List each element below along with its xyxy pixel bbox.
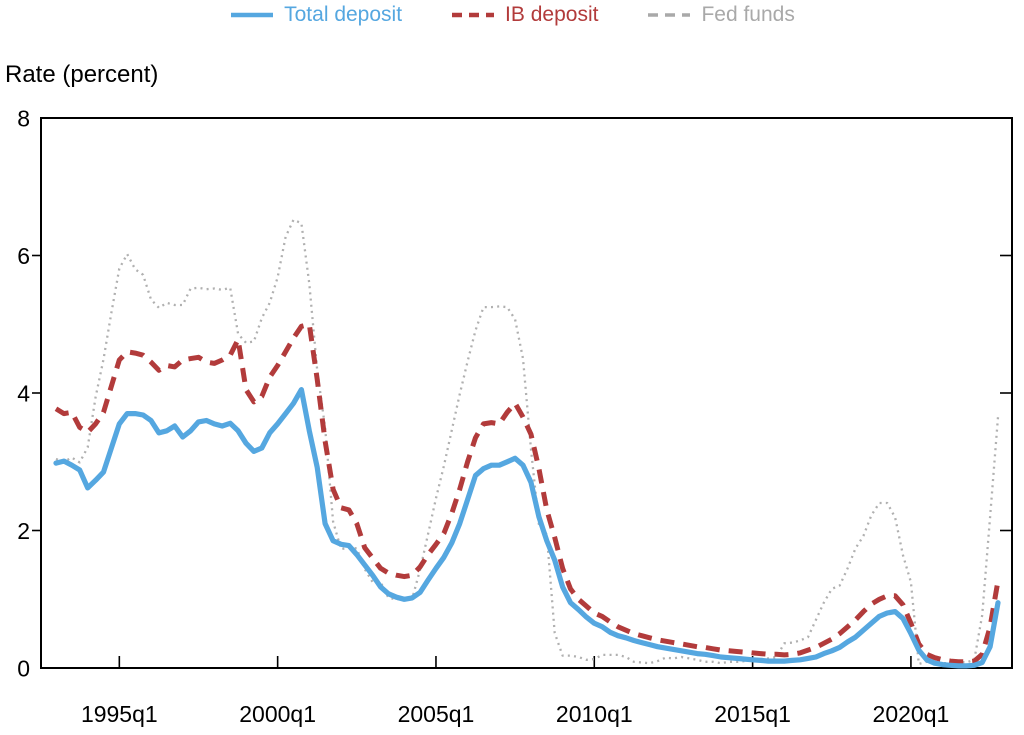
x-tick-label: 2020q1 [873, 701, 950, 727]
series-line-ib-deposit [54, 321, 1001, 665]
series-line-total-deposit [53, 387, 1001, 669]
x-tick-label: 2015q1 [714, 701, 791, 727]
legend-label-ib-deposit: IB deposit [505, 3, 599, 26]
y-tick-label: 4 [17, 380, 30, 406]
y-tick-label: 2 [17, 518, 30, 544]
y-tick-label: 8 [17, 105, 30, 131]
chart-legend: Total deposit IB deposit Fed funds [0, 3, 1024, 27]
legend-swatch-solid-line-icon [231, 12, 274, 18]
series-line-fed-funds [55, 218, 1000, 666]
legend-item-total-deposit: Total deposit [229, 3, 402, 27]
y-axis-title: Rate (percent) [5, 61, 159, 88]
x-tick-label: 1995q1 [81, 701, 158, 727]
legend-label-total-deposit: Total deposit [284, 3, 403, 26]
legend-item-ib-deposit: IB deposit [450, 3, 598, 27]
y-tick-label: 6 [17, 243, 30, 269]
legend-item-fed-funds: Fed funds [646, 3, 795, 27]
x-tick-label: 2010q1 [556, 701, 633, 727]
legend-swatch-dotted-line-icon [648, 13, 691, 17]
y-tick-label: 0 [17, 655, 30, 681]
legend-label-fed-funds: Fed funds [701, 3, 795, 26]
x-tick-label: 2000q1 [239, 701, 316, 727]
legend-swatch-dashed-line-icon [452, 12, 495, 18]
x-tick-label: 2005q1 [398, 701, 475, 727]
